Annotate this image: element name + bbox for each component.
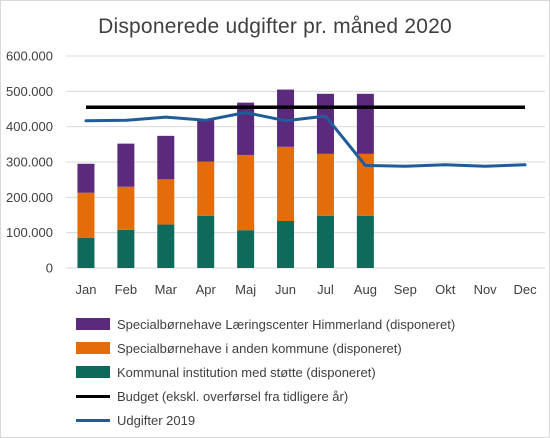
bar-segment <box>277 221 295 268</box>
legend-label: Specialbørnehave Læringscenter Himmerlan… <box>117 316 456 332</box>
y-tick-label: 200.000 <box>6 190 53 205</box>
legend-line-swatch <box>76 394 110 398</box>
x-tick-label: Jul <box>317 282 334 297</box>
x-tick-label: Jan <box>75 282 96 297</box>
bar-segment <box>197 215 215 268</box>
y-tick-label: 400.000 <box>6 119 53 134</box>
legend-label: Udgifter 2019 <box>117 412 196 428</box>
bar-segment <box>277 89 295 147</box>
bar-segment <box>237 154 255 231</box>
bar-segment <box>117 229 135 268</box>
chart-title: Disponerede udgifter pr. måned 2020 <box>98 15 452 38</box>
bar-segment <box>77 192 95 238</box>
legend-swatch <box>76 342 110 354</box>
y-tick-label: 100.000 <box>6 225 53 240</box>
bar-segment <box>77 163 95 193</box>
bar-segment <box>356 153 374 216</box>
legend-item: Specialbørnehave i anden kommune (dispon… <box>76 338 402 358</box>
bar-segment <box>356 215 374 268</box>
bar-segment <box>197 161 215 216</box>
legend-item: Udgifter 2019 <box>76 410 195 430</box>
legend-item: Specialbørnehave Læringscenter Himmerlan… <box>76 314 455 334</box>
legend-swatch <box>76 318 110 330</box>
bar-segment <box>157 179 175 225</box>
y-tick-label: 500.000 <box>6 84 53 99</box>
y-tick-label: 600.000 <box>6 49 53 64</box>
legend-label: Kommunal institution med støtte (dispone… <box>117 364 376 380</box>
bar-segment <box>316 215 334 268</box>
x-tick-label: Maj <box>235 282 256 297</box>
bar-segment <box>316 153 334 216</box>
bar-segment <box>197 119 215 162</box>
y-tick-label: 0 <box>46 261 53 276</box>
x-tick-label: Nov <box>474 282 498 297</box>
x-tick-label: Jun <box>275 282 296 297</box>
x-tick-label: Dec <box>513 282 537 297</box>
bar-segment <box>277 146 295 222</box>
x-tick-label: Okt <box>435 282 456 297</box>
x-tick-label: Apr <box>196 282 217 297</box>
legend-swatch <box>76 366 110 378</box>
legend-line-swatch <box>76 418 110 422</box>
y-tick-label: 300.000 <box>6 155 53 170</box>
bar-segment <box>237 102 255 155</box>
chart-plot: 0 100.000 200.000 300.000 400.000 500.000 600.… <box>6 49 545 297</box>
bar-segment <box>117 186 135 230</box>
udgifter-2019-line <box>84 111 527 168</box>
bar-segment <box>157 224 175 268</box>
x-tick-label: Aug <box>354 282 377 297</box>
bar-segment <box>77 237 95 268</box>
legend-label: Specialbørnehave i anden kommune (dispon… <box>117 340 402 356</box>
x-tick-label: Sep <box>394 282 417 297</box>
bar-segment <box>356 93 374 154</box>
legend-item: Kommunal institution med støtte (dispone… <box>76 362 376 382</box>
bar-segment <box>157 135 175 180</box>
x-tick-label: Feb <box>115 282 137 297</box>
legend-item: Budget (ekskl. overførsel fra tidligere … <box>76 386 348 406</box>
bar-segment <box>117 143 135 187</box>
x-tick-label: Mar <box>155 282 178 297</box>
bar-segment <box>237 230 255 268</box>
legend-label: Budget (ekskl. overførsel fra tidligere … <box>117 388 349 404</box>
